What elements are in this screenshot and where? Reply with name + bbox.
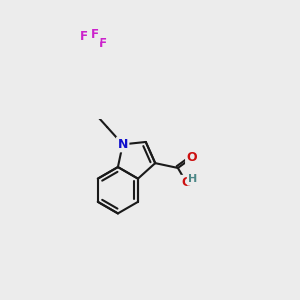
Text: H: H [188, 174, 197, 184]
Text: N: N [118, 138, 128, 151]
Text: O: O [181, 176, 192, 189]
Text: O: O [187, 152, 197, 164]
Text: F: F [80, 30, 88, 43]
Text: F: F [91, 28, 99, 41]
Text: F: F [99, 37, 107, 50]
